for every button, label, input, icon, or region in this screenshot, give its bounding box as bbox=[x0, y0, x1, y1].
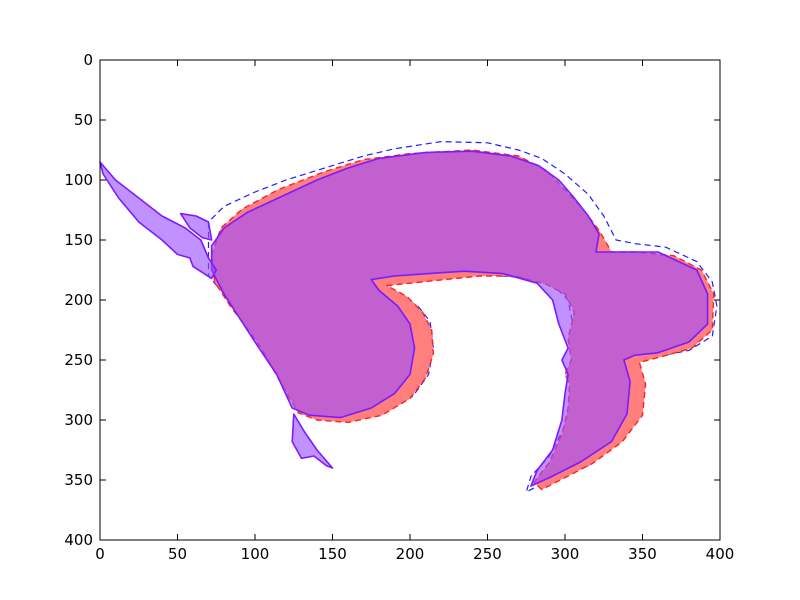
series-3-purple-filled bbox=[99, 161, 218, 280]
x-tick-label: 100 bbox=[241, 545, 270, 563]
x-tick-label: 50 bbox=[168, 545, 187, 563]
x-tick-label: 150 bbox=[318, 545, 347, 563]
y-tick-label: 250 bbox=[64, 351, 93, 369]
y-tick-label: 100 bbox=[64, 171, 93, 189]
x-tick-label: 400 bbox=[706, 545, 735, 563]
y-tick-label: 150 bbox=[64, 231, 93, 249]
y-tick-label: 400 bbox=[64, 531, 93, 549]
ticks-layer: 0 50 100 150 200 250 300 350 4000501001502002503… bbox=[64, 51, 734, 563]
series-5-purple-filled bbox=[291, 413, 334, 469]
y-tick-label: 300 bbox=[64, 411, 93, 429]
x-tick-label: 0 bbox=[95, 545, 105, 563]
y-tick-label: 200 bbox=[64, 291, 93, 309]
x-tick-label: 350 bbox=[628, 545, 657, 563]
y-tick-label: 50 bbox=[74, 111, 93, 129]
series-2-purple-filled bbox=[210, 150, 709, 487]
x-tick-label: 300 bbox=[551, 545, 580, 563]
y-tick-label: 350 bbox=[64, 471, 93, 489]
x-tick-label: 200 bbox=[396, 545, 425, 563]
series-layer bbox=[99, 141, 718, 493]
x-tick-label: 250 bbox=[473, 545, 502, 563]
series-4-purple-filled bbox=[179, 212, 213, 241]
y-tick-label: 0 bbox=[83, 51, 93, 69]
